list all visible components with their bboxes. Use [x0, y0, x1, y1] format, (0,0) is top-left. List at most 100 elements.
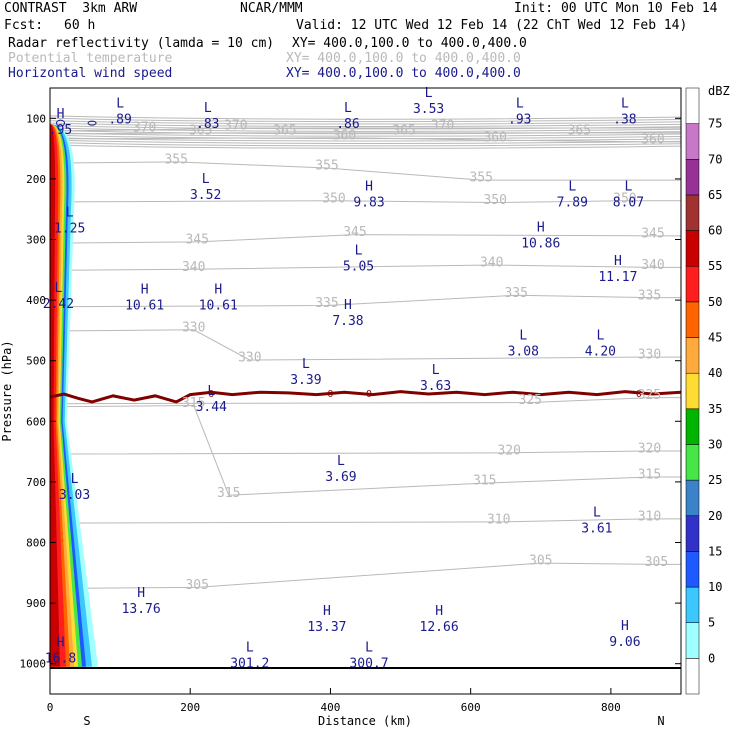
theta-label: 360 [641, 133, 664, 148]
south-label: S [83, 714, 90, 728]
wind-extrema-value: 8.07 [613, 195, 644, 210]
colorbar-label: 5 [708, 616, 715, 630]
wind-extrema-value: .95 [49, 123, 72, 138]
x-tick-label: 400 [321, 701, 341, 714]
theta-line-upper [50, 127, 681, 132]
wind-extrema-type: L [596, 328, 604, 343]
wind-extrema-type: L [516, 96, 524, 111]
theta-line [50, 161, 681, 181]
wind-extrema-value: 13.76 [122, 602, 161, 617]
reflectivity-band [50, 124, 60, 667]
colorbar-swatch [685, 372, 700, 410]
wind-extrema-value: 9.83 [353, 195, 384, 210]
y-tick-label: 500 [26, 355, 46, 368]
colorbar-label: 65 [708, 188, 722, 202]
y-tick-label: 100 [26, 112, 46, 125]
colorbar-swatch [685, 194, 700, 231]
wind-extrema-value: .93 [508, 112, 531, 127]
title-left: CONTRAST 3km ARW [4, 1, 138, 16]
theta-line [50, 234, 681, 244]
theta-line-upper [50, 139, 681, 144]
wind-extrema-value: 3.44 [196, 400, 227, 415]
wind-extrema-type: L [355, 244, 363, 259]
theta-label: 350 [322, 191, 345, 206]
zero-wind-contour: 0 0 0 0 [50, 389, 681, 404]
y-tick-label: 300 [26, 234, 46, 247]
theta-label: 315 [473, 474, 496, 489]
colorbar-swatch [685, 123, 700, 160]
theta-line [50, 518, 681, 524]
y-tick-label: 600 [26, 415, 46, 428]
colorbar-swatch [685, 658, 700, 695]
colorbar-swatch [685, 479, 700, 517]
wind-extrema-value: 12.66 [420, 620, 459, 635]
wind-extrema-type: L [202, 172, 210, 187]
wind-extrema-type: H [141, 282, 149, 297]
zero-contour-label: 0 [208, 389, 214, 400]
theta-label: 350 [483, 193, 506, 208]
title-center: NCAR/MMM [240, 1, 303, 16]
colorbar-label: 20 [708, 509, 722, 523]
theta-line-upper [50, 132, 681, 137]
theta-label: 365 [392, 123, 415, 138]
x-tick-label: 800 [601, 701, 621, 714]
zero-contour-label: 0 [327, 389, 333, 400]
theta-label: 340 [641, 258, 664, 273]
theta-label: 340 [480, 256, 503, 271]
wind-extrema-value: 10.61 [199, 298, 238, 313]
wind-extrema-type: L [54, 281, 62, 296]
wind-extrema-value: 3.03 [59, 488, 90, 503]
wind-contour-small [56, 119, 66, 127]
theta-line-upper [50, 134, 681, 140]
wind-extrema-value: 10.86 [521, 237, 560, 252]
theta-contours [50, 115, 681, 590]
theta-label: 355 [315, 159, 338, 174]
zero-contour-label: 0 [366, 389, 372, 400]
theta-label: 340 [182, 260, 205, 275]
colorbar-swatch [685, 515, 700, 552]
theta-label: 365 [568, 123, 591, 138]
wind-contour-small [87, 120, 97, 126]
wind-extrema-value: 13.37 [307, 620, 346, 635]
wind-extrema-type: H [214, 282, 222, 297]
theta-line [50, 137, 681, 143]
theta-label: 345 [185, 233, 208, 248]
wind-extrema-type: H [621, 619, 629, 634]
forecast-label: Fcst: [4, 18, 44, 33]
theta-label: 310 [638, 509, 661, 524]
theta-line-upper [50, 137, 681, 142]
wind-extrema-value: .89 [108, 112, 131, 127]
wind-extrema-value: 3.08 [508, 344, 539, 359]
wind-extrema-type: L [365, 640, 373, 655]
theta-label: 365 [273, 123, 296, 138]
wind-extrema-value: 3.63 [420, 379, 451, 394]
zero-contour-label: 0 [636, 389, 642, 400]
theta-label: 320 [497, 443, 520, 458]
theta-line [50, 200, 681, 204]
colorbar-swatch [685, 87, 700, 124]
y-tick-label: 900 [26, 597, 46, 610]
theta-line-upper [50, 122, 681, 127]
wind-extrema-value: 301.2 [230, 656, 269, 671]
colorbar-label: 15 [708, 544, 722, 558]
wind-extrema-type: L [621, 96, 629, 111]
y-tick-label: 400 [26, 294, 46, 307]
colorbar-label: 40 [708, 366, 722, 380]
wind-extrema-type: L [204, 101, 212, 116]
theta-label: 305 [529, 554, 552, 569]
wind-extrema-value: 1.25 [54, 221, 85, 236]
wind-extrema-type: L [425, 86, 433, 101]
theta-labels: 370 365 370 365 360 365 370 365 360 360 355 355 355 3… [133, 119, 668, 593]
theta-line-upper [50, 144, 681, 149]
wind-extrema-value: 3.39 [290, 373, 321, 388]
theta-line [50, 329, 681, 361]
wind-extrema-type: L [71, 472, 79, 487]
wind-extrema-type: H [57, 636, 65, 651]
colorbar-swatch [685, 230, 700, 267]
y-tick-label: 800 [26, 537, 46, 550]
wind-extrema-type: L [207, 384, 215, 399]
wind-extrema-type: H [323, 604, 331, 619]
theta-label: 360 [483, 131, 506, 146]
y-tick-label: 700 [26, 476, 46, 489]
